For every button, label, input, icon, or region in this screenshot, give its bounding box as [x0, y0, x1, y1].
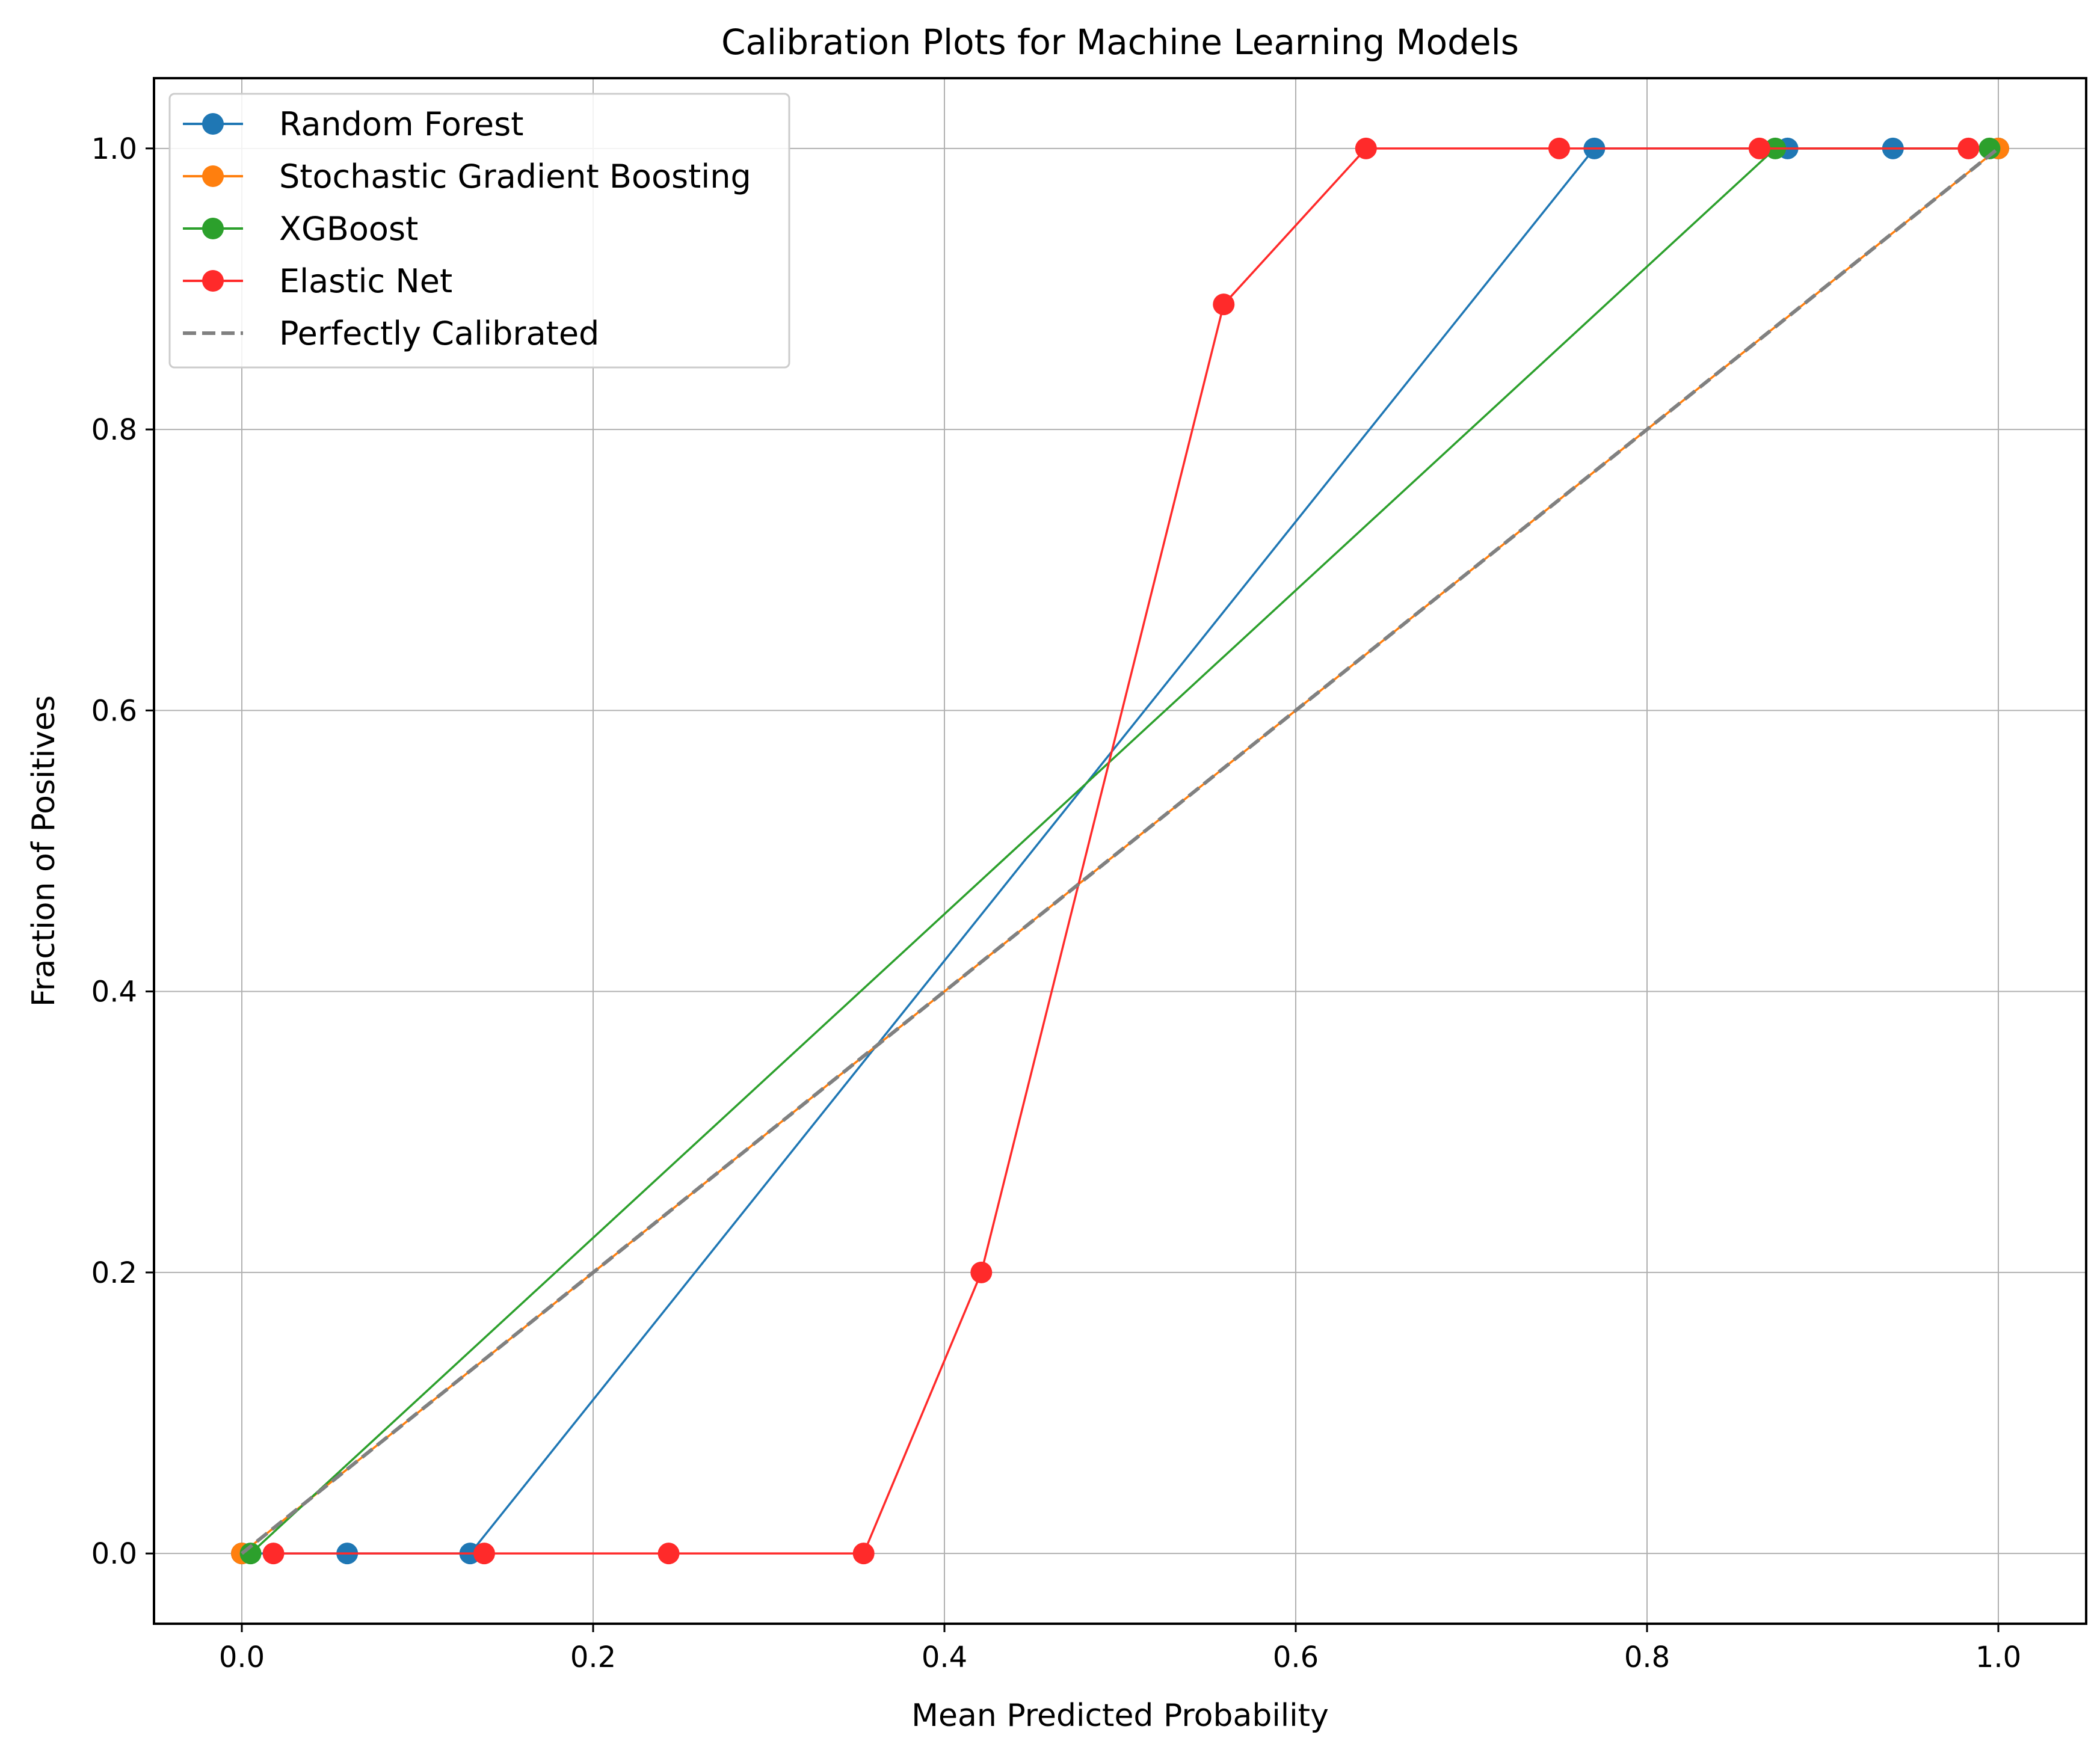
axis-ticks: 0.0 0.2 0.4 0.6 0.8 1.0 0.0 0.2 0.4 0.6 0.8 1.0 [91, 132, 2022, 1674]
elastic-net-point [1355, 137, 1377, 159]
elastic-net-point [1548, 137, 1570, 159]
x-tick-label: 0.4 [922, 1641, 967, 1674]
legend-marker-stochastic-gradient-boosting [202, 165, 224, 187]
x-tick-label: 0.0 [219, 1641, 265, 1674]
legend-box [168, 93, 790, 369]
legend-label-random-forest: Random Forest [279, 105, 523, 143]
plot-series [231, 137, 2009, 1565]
elastic-net-point [1213, 293, 1235, 316]
x-tick-label: 1.0 [1975, 1641, 2021, 1674]
elastic-net-point [970, 1261, 993, 1283]
legend-label-perfectly-calibrated: Perfectly Calibrated [279, 315, 599, 352]
y-tick-label: 1.0 [91, 132, 137, 166]
elastic-net-point [473, 1543, 495, 1565]
x-tick-label: 0.6 [1273, 1641, 1319, 1674]
elastic-net-point [262, 1543, 285, 1565]
x-axis-label: Mean Predicted Probability [911, 1698, 1329, 1734]
x-tick-label: 0.8 [1624, 1641, 1670, 1674]
y-axis-label: Fraction of Positives [26, 695, 62, 1007]
legend-marker-random-forest [202, 113, 224, 135]
elastic-net-point [1957, 137, 1980, 159]
x-tick-label: 0.2 [570, 1641, 616, 1674]
legend: Random Forest Stochastic Gradient Boostin… [168, 93, 790, 369]
elastic-net-point [852, 1543, 875, 1565]
legend-label-stochastic-gradient-boosting: Stochastic Gradient Boosting [279, 158, 751, 195]
xgboost-point [239, 1543, 262, 1565]
xgboost-point [1978, 137, 2001, 159]
y-tick-label: 0.2 [91, 1256, 137, 1290]
legend-marker-xgboost [202, 218, 224, 239]
y-tick-label: 0.8 [91, 413, 137, 447]
chart-title: Calibration Plots for Machine Learning M… [721, 22, 1519, 63]
y-tick-label: 0.0 [91, 1537, 137, 1571]
elastic-net-point [1748, 137, 1770, 159]
y-tick-label: 0.4 [91, 975, 137, 1009]
elastic-net-point [657, 1543, 680, 1565]
elastic-net-line [273, 147, 1969, 1555]
legend-label-xgboost: XGBoost [279, 210, 418, 248]
plot-frame [153, 77, 2087, 1625]
perfectly-calibrated-line [241, 147, 2000, 1555]
y-tick-label: 0.6 [91, 694, 137, 728]
legend-marker-elastic-net [202, 270, 224, 292]
legend-label-elastic-net: Elastic Net [279, 262, 452, 300]
